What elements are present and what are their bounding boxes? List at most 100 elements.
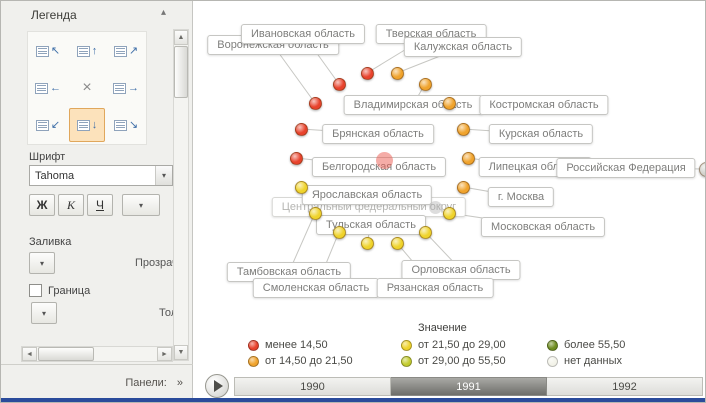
legend-position-bottom-button[interactable]: ↓	[69, 108, 105, 142]
legend-item: от 14,50 до 21,50	[248, 355, 401, 367]
data-node[interactable]	[360, 236, 374, 250]
font-format-toolbar: Ж К Ч ▾	[29, 194, 160, 216]
thickness-label: Тол	[159, 307, 173, 319]
data-node[interactable]	[442, 96, 456, 110]
legend-position-bottom-right-button[interactable]: ↘	[108, 108, 144, 142]
timeline-year-1990[interactable]: 1990	[234, 377, 391, 396]
border-checkbox[interactable]	[29, 284, 42, 297]
window-bottom-edge	[1, 398, 705, 402]
legend-item-label: менее 14,50	[265, 339, 328, 351]
font-family-select[interactable]: Tahoma ▾	[29, 165, 173, 186]
panels-bar: Панели: »	[1, 364, 193, 400]
fill-label: Заливка	[29, 236, 72, 248]
region-label[interactable]: Тамбовская область	[226, 262, 352, 282]
play-icon	[214, 380, 223, 392]
data-node[interactable]	[308, 96, 322, 110]
region-label[interactable]: Костромская область	[479, 95, 609, 115]
font-color-dropdown-button[interactable]: ▾	[122, 194, 160, 216]
fill-color-dropdown-button[interactable]: ▾	[29, 252, 55, 274]
region-label[interactable]: Московская область	[480, 217, 606, 237]
data-node[interactable]	[418, 77, 432, 91]
legend-position-top-right-button[interactable]: ↗	[108, 34, 144, 68]
border-label: Граница	[48, 284, 91, 297]
legend-position-grid: ↖ ↑ ↗ ← × → ↙ ↓ ↘	[27, 31, 147, 145]
scroll-right-icon[interactable]: ►	[157, 347, 172, 361]
data-node[interactable]	[308, 206, 322, 220]
data-node[interactable]	[390, 66, 404, 80]
scroll-left-icon[interactable]: ◄	[22, 347, 37, 361]
value-legend: менее 14,50 от 14,50 до 21,50 от 21,50 до …	[248, 337, 697, 369]
transparency-label: Прозрач	[135, 257, 173, 269]
timeline-year-1991[interactable]: 1991	[391, 377, 547, 396]
data-node[interactable]	[294, 180, 308, 194]
data-node[interactable]	[461, 151, 475, 165]
region-label[interactable]: Ивановская область	[240, 24, 366, 44]
legend-item-label: от 14,50 до 21,50	[265, 355, 353, 367]
value-legend-title: Значение	[418, 322, 467, 334]
legend-position-left-button[interactable]: ←	[30, 71, 66, 105]
timeline-year-1992[interactable]: 1992	[547, 377, 703, 396]
root-node[interactable]	[698, 161, 705, 177]
data-node[interactable]	[332, 225, 346, 239]
border-color-dropdown-button[interactable]: ▾	[31, 302, 57, 324]
legend-position-top-button[interactable]: ↑	[69, 34, 105, 68]
arrow-top-icon: ↑	[91, 44, 98, 57]
font-family-value: Tahoma	[35, 169, 75, 182]
vertical-scroll-thumb[interactable]	[174, 46, 188, 98]
data-node[interactable]	[332, 77, 346, 91]
font-label: Шрифт	[29, 151, 66, 163]
legend-position-bottom-left-button[interactable]: ↙	[30, 108, 66, 142]
legend-position-top-left-button[interactable]: ↖	[30, 34, 66, 68]
panels-label: Панели:	[125, 376, 167, 389]
legend-position-none-button[interactable]: ×	[69, 71, 105, 105]
arrow-left-icon: ←	[50, 81, 61, 94]
horizontal-scroll-thumb[interactable]	[38, 347, 94, 361]
chevron-down-icon: ▾	[41, 308, 46, 318]
legend-settings-panel: Легенда ▴ ↖ ↑ ↗ ← × → ↙ ↓ ↘ Шрифт Tahoma ▾ Ж К Ч…	[1, 1, 193, 400]
play-button[interactable]	[205, 374, 229, 398]
legend-list-icon	[76, 119, 90, 131]
region-label[interactable]: Ярославская область	[301, 185, 433, 205]
legend-item: от 21,50 до 29,00	[401, 339, 547, 351]
data-node[interactable]	[456, 180, 470, 194]
legend-item: более 55,50	[547, 339, 697, 351]
root-label[interactable]: Российская Федерация	[556, 158, 696, 178]
scroll-up-icon[interactable]: ▲	[174, 30, 188, 45]
region-label[interactable]: Орловская область	[401, 260, 521, 280]
arrow-top-right-icon: ↗	[128, 44, 139, 57]
data-node[interactable]	[418, 225, 432, 239]
legend-item-label: нет данных	[564, 355, 623, 367]
legend-swatch	[248, 339, 259, 351]
panels-expand-button[interactable]: »	[176, 376, 183, 389]
collapse-panel-icon[interactable]: ▴	[160, 7, 166, 18]
region-label[interactable]: Калужская область	[403, 37, 523, 57]
arrow-right-icon: →	[128, 81, 139, 94]
chevron-down-icon: ▾	[39, 258, 44, 268]
data-node[interactable]	[390, 236, 404, 250]
border-option-row: Граница	[29, 284, 90, 297]
data-node[interactable]	[289, 151, 303, 165]
region-label[interactable]: Рязанская область	[376, 278, 494, 298]
region-label[interactable]: Смоленская область	[252, 278, 380, 298]
data-node[interactable]	[442, 206, 456, 220]
data-node[interactable]	[360, 66, 374, 80]
region-label[interactable]: Брянская область	[322, 124, 434, 144]
arrow-bottom-icon: ↓	[91, 118, 98, 131]
region-label[interactable]: Владимирская область	[343, 95, 483, 115]
legend-swatch	[401, 339, 412, 351]
region-label[interactable]: г. Москва	[487, 187, 555, 207]
ghost-node	[428, 200, 442, 214]
data-node[interactable]	[456, 122, 470, 136]
chevron-down-icon: ▾	[138, 200, 143, 210]
data-node[interactable]	[294, 122, 308, 136]
legend-swatch	[547, 339, 558, 351]
ghost-node	[375, 151, 393, 169]
region-label[interactable]: Курская область	[488, 124, 594, 144]
italic-button[interactable]: К	[58, 194, 84, 216]
underline-button[interactable]: Ч	[87, 194, 113, 216]
bold-button[interactable]: Ж	[29, 194, 55, 216]
legend-position-right-button[interactable]: →	[108, 71, 144, 105]
legend-item: от 29,00 до 55,50	[401, 355, 547, 367]
scroll-down-icon[interactable]: ▼	[174, 345, 188, 360]
